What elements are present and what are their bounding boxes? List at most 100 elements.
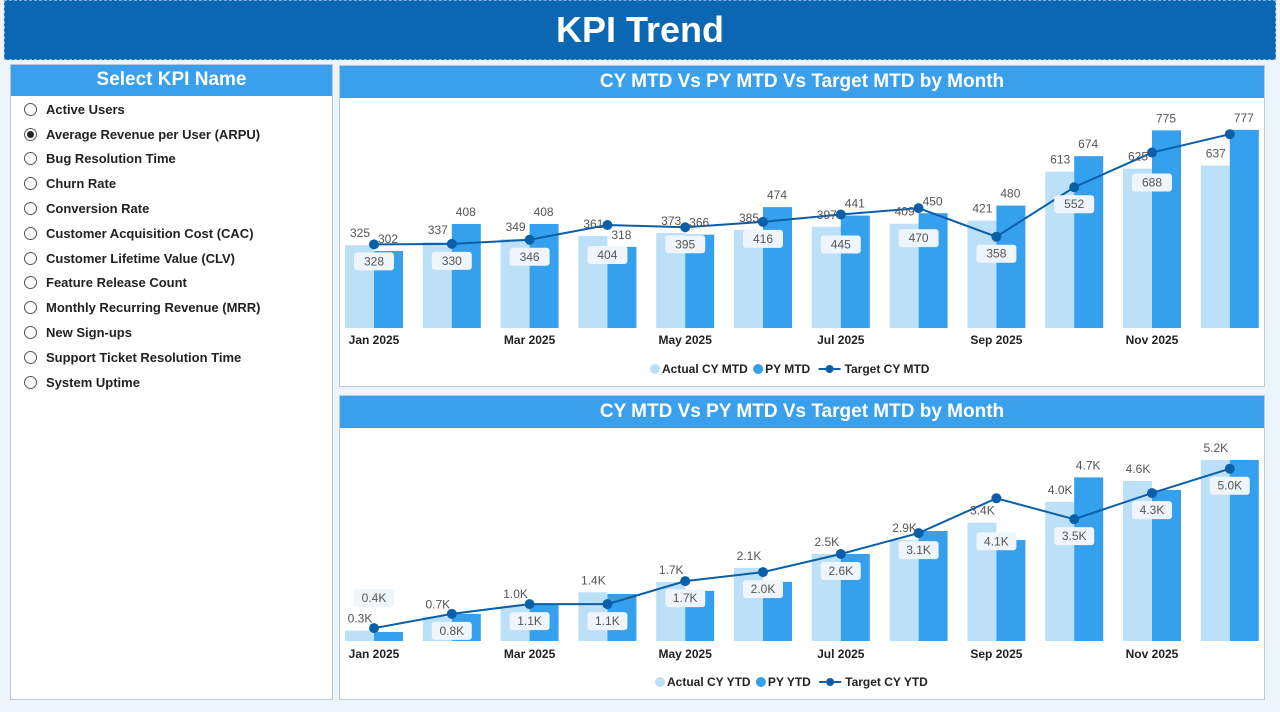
target-label-box <box>509 247 550 266</box>
kpi-option-label: Bug Resolution Time <box>46 151 176 167</box>
target-point <box>524 599 535 610</box>
target-label-box <box>820 235 861 254</box>
target-point <box>991 493 1002 504</box>
actual-data-label: 1.0K <box>503 587 528 601</box>
target-data-label: 328 <box>364 254 384 268</box>
kpi-option[interactable]: Feature Release Count <box>11 271 332 296</box>
kpi-option[interactable]: Conversion Rate <box>11 196 332 221</box>
target-point <box>446 238 457 249</box>
py-data-label: 318 <box>611 228 631 242</box>
target-data-label: 552 <box>1064 197 1084 211</box>
target-data-label: 3.1K <box>906 543 931 557</box>
target-point <box>369 239 379 250</box>
target-point <box>1147 147 1157 158</box>
x-tick-label: Mar 2025 <box>504 333 556 347</box>
target-label-box <box>354 252 394 271</box>
kpi-option[interactable]: Churn Rate <box>11 171 332 196</box>
x-tick-label: Sep 2025 <box>970 333 1022 347</box>
actual-data-label: 3.4K <box>970 504 995 518</box>
target-data-label: 1.7K <box>673 591 698 605</box>
actual-data-label: 625 <box>1128 150 1148 164</box>
target-point <box>602 219 613 230</box>
py-data-label: 450 <box>923 194 943 208</box>
py-data-label: 408 <box>534 205 554 219</box>
radio-button[interactable] <box>24 375 37 389</box>
actual-data-label: 397 <box>817 208 837 222</box>
radio-button[interactable] <box>24 276 37 290</box>
target-point <box>602 599 613 610</box>
py-bar <box>996 540 1026 641</box>
radio-button[interactable] <box>24 102 37 116</box>
py-bar <box>996 205 1026 328</box>
actual-bar <box>967 220 997 328</box>
x-tick-label: Nov 2025 <box>1126 333 1179 347</box>
target-data-label: 358 <box>986 247 1006 261</box>
target-label-box <box>509 612 550 631</box>
legend-actual-icon <box>655 677 665 687</box>
kpi-option[interactable]: Customer Lifetime Value (CLV) <box>11 246 332 271</box>
radio-button[interactable] <box>24 251 37 265</box>
x-tick-label: Nov 2025 <box>1126 647 1179 661</box>
target-data-label: 470 <box>909 231 929 245</box>
target-label-box <box>898 229 939 248</box>
ytd-chart: CY MTD Vs PY MTD Vs Target MTD by Month … <box>339 395 1265 700</box>
target-point <box>680 576 691 587</box>
radio-button[interactable] <box>24 177 37 191</box>
ytd-chart-title: CY MTD Vs PY MTD Vs Target MTD by Month <box>340 396 1264 428</box>
py-bar <box>529 223 559 328</box>
radio-button[interactable] <box>24 326 37 340</box>
target-data-label: 416 <box>753 232 773 246</box>
kpi-option[interactable]: New Sign-ups <box>11 320 332 345</box>
py-bar <box>374 631 403 641</box>
radio-button[interactable] <box>24 350 37 364</box>
kpi-slicer: Select KPI Name Active Users Average Reve… <box>10 64 333 700</box>
target-label-box <box>587 612 628 631</box>
actual-data-label: 1.4K <box>581 573 606 587</box>
kpi-option[interactable]: Monthly Recurring Revenue (MRR) <box>11 295 332 320</box>
actual-bar <box>1123 168 1152 328</box>
target-point <box>446 608 457 619</box>
radio-button[interactable] <box>24 202 37 216</box>
actual-data-label: 1.7K <box>659 563 684 577</box>
radio-button[interactable] <box>24 152 37 166</box>
page-header: KPI Trend <box>4 0 1276 60</box>
legend-py-icon <box>755 677 766 687</box>
kpi-option[interactable]: Average Revenue per User (ARPU) <box>11 122 332 147</box>
kpi-option[interactable]: Bug Resolution Time <box>11 147 332 172</box>
actual-data-label: 5.2K <box>1203 441 1228 455</box>
target-label-box <box>1132 501 1172 520</box>
py-bar <box>1074 477 1104 641</box>
py-bar <box>1152 130 1181 328</box>
target-label-box <box>431 251 472 270</box>
actual-data-label: 4.6K <box>1126 462 1151 476</box>
kpi-option[interactable]: Customer Acquisition Cost (CAC) <box>11 221 332 246</box>
kpi-option-label: New Sign-ups <box>46 325 132 341</box>
legend-target-icon <box>825 365 834 373</box>
target-label-box <box>976 532 1017 551</box>
py-bar <box>1074 156 1104 328</box>
slicer-title: Select KPI Name <box>11 65 332 96</box>
radio-button[interactable] <box>24 127 37 141</box>
kpi-option[interactable]: Active Users <box>11 97 332 122</box>
target-point <box>835 209 846 220</box>
x-tick-label: Mar 2025 <box>504 647 556 661</box>
py-data-label: 674 <box>1078 137 1098 151</box>
target-label-box <box>354 589 394 608</box>
target-data-label: 395 <box>675 237 695 251</box>
radio-button[interactable] <box>24 301 37 315</box>
x-tick-label: Jan 2025 <box>349 647 400 661</box>
actual-data-label: 4.0K <box>1048 483 1073 497</box>
actual-data-label: 421 <box>972 202 992 216</box>
legend-target-label: Target CY YTD <box>845 675 928 689</box>
py-data-label: 480 <box>1000 187 1020 201</box>
target-point <box>1224 463 1235 474</box>
actual-bar <box>345 630 374 641</box>
target-line <box>373 133 1231 246</box>
target-label-box <box>820 561 861 580</box>
kpi-option-label: Average Revenue per User (ARPU) <box>46 126 261 142</box>
target-data-label: 2.0K <box>751 582 776 596</box>
kpi-option[interactable]: System Uptime <box>11 370 332 395</box>
radio-button[interactable] <box>24 226 37 240</box>
kpi-option[interactable]: Support Ticket Resolution Time <box>11 345 332 370</box>
x-tick-label: Jul 2025 <box>817 647 865 661</box>
